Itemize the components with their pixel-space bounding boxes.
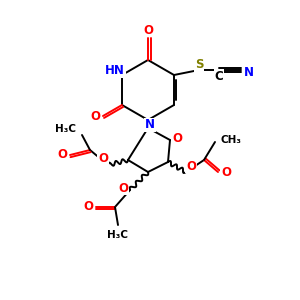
Text: O: O (57, 148, 67, 160)
Text: S: S (195, 58, 203, 71)
Text: O: O (90, 110, 100, 122)
Text: HN: HN (105, 64, 125, 77)
Text: O: O (83, 200, 93, 214)
Text: O: O (221, 166, 231, 178)
Text: H₃C: H₃C (56, 124, 76, 134)
Text: N: N (244, 67, 254, 80)
Text: CH₃: CH₃ (220, 135, 242, 145)
Text: N: N (145, 118, 155, 131)
Text: O: O (98, 152, 108, 166)
Text: O: O (118, 182, 128, 194)
Text: O: O (186, 160, 196, 172)
Text: O: O (172, 131, 182, 145)
Text: H₃C: H₃C (107, 230, 128, 240)
Text: O: O (143, 23, 153, 37)
Text: C: C (214, 70, 224, 83)
